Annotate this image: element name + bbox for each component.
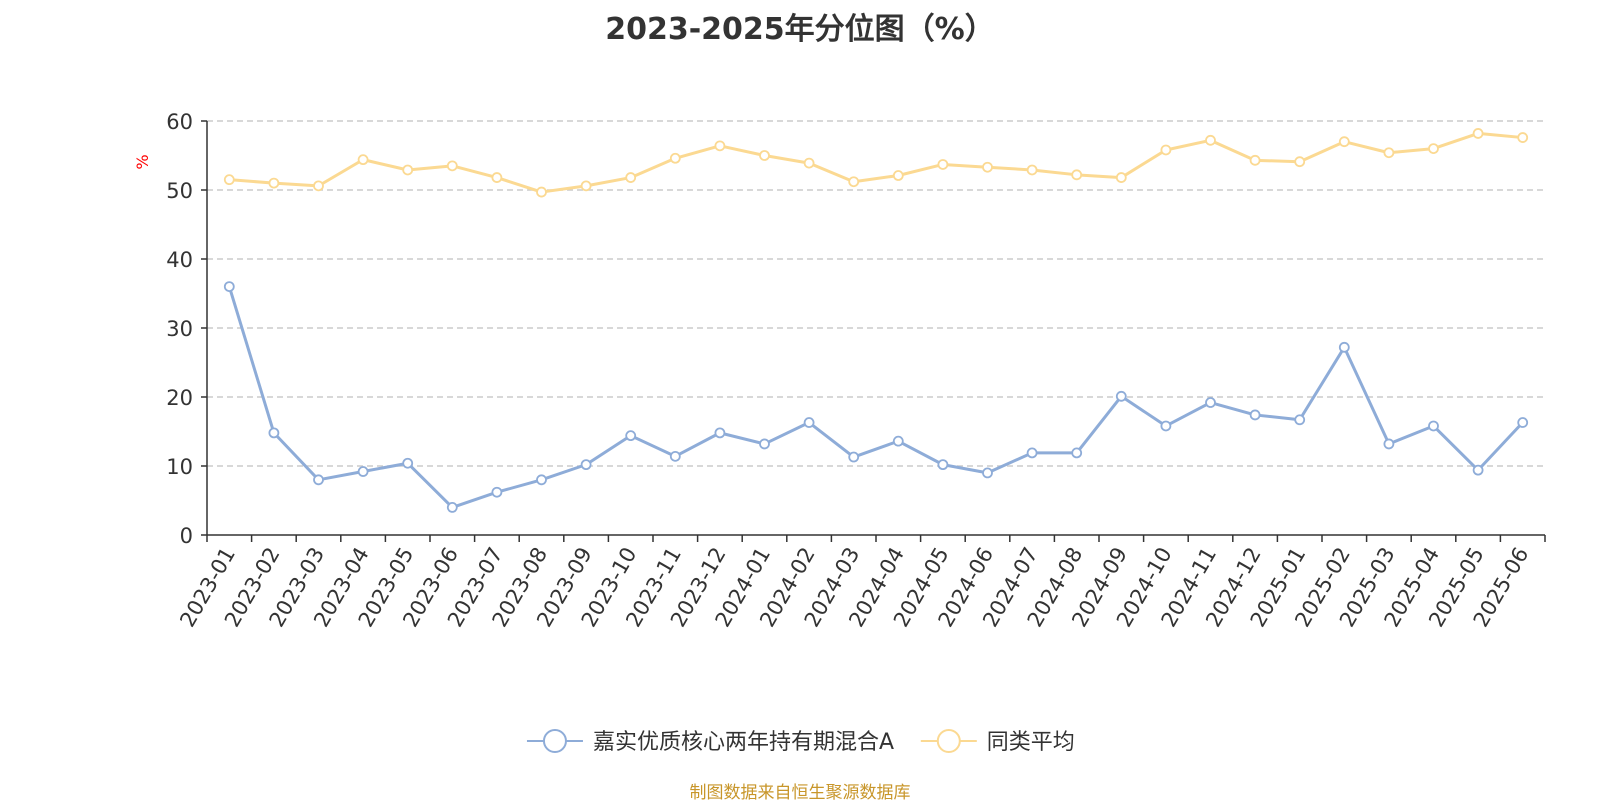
data-point	[1026, 164, 1038, 176]
data-point	[313, 180, 324, 192]
data-point	[1071, 447, 1083, 459]
data-point	[1428, 143, 1439, 155]
legend-label: 同类平均	[987, 730, 1075, 755]
series-2	[223, 128, 1529, 198]
data-point	[1428, 420, 1439, 432]
legend-label: 嘉实优质核心两年持有期混合A	[593, 730, 894, 755]
data-point	[1205, 397, 1216, 408]
data-point	[669, 152, 681, 164]
data-point	[446, 160, 458, 172]
data-point	[1115, 172, 1127, 183]
data-point	[848, 451, 860, 463]
y-tick-label: 10	[166, 455, 193, 479]
series-1	[223, 281, 1529, 513]
y-tick-label: 60	[166, 110, 193, 134]
data-point	[759, 438, 770, 450]
y-axis-label: %	[133, 154, 152, 169]
data-point	[580, 459, 592, 471]
legend-marker-icon	[936, 729, 961, 753]
series-line	[227, 286, 1524, 509]
data-point	[1071, 169, 1083, 181]
y-tick-label: 40	[166, 248, 193, 272]
data-point	[803, 417, 815, 428]
legend-marker-icon	[542, 729, 567, 753]
y-tick-label: 30	[166, 317, 193, 341]
source-note: 制图数据来自恒生聚源数据库	[689, 783, 911, 803]
data-point	[625, 172, 637, 183]
series-layer	[223, 128, 1529, 513]
data-point	[580, 180, 592, 192]
data-point	[402, 457, 414, 469]
series-line	[229, 131, 1523, 194]
y-tick-label: 20	[166, 386, 193, 410]
data-point	[1517, 417, 1529, 428]
data-point	[1338, 136, 1350, 148]
data-point	[223, 281, 235, 293]
data-point	[1160, 144, 1172, 156]
data-point	[357, 466, 369, 477]
data-point	[223, 174, 235, 186]
data-point	[982, 467, 993, 479]
legend-item-2: 同类平均	[920, 729, 1075, 755]
data-point	[1338, 341, 1350, 353]
data-point	[1205, 134, 1216, 146]
data-point	[536, 474, 547, 486]
data-point	[759, 150, 770, 161]
axes: 0102030405060%2023-012023-022023-032023-…	[133, 110, 1546, 631]
data-point	[446, 501, 458, 513]
data-point	[1472, 128, 1484, 139]
data-point	[1294, 156, 1306, 168]
data-point	[1472, 464, 1484, 476]
data-point	[1383, 438, 1395, 450]
data-point	[1026, 447, 1038, 459]
data-point	[357, 154, 369, 166]
y-tick-label: 0	[180, 524, 193, 548]
data-point	[937, 159, 949, 170]
data-point	[268, 427, 280, 439]
data-point	[803, 157, 815, 169]
y-tick-label: 50	[166, 179, 193, 203]
data-point	[714, 140, 726, 152]
data-point	[892, 435, 904, 447]
data-point	[1517, 132, 1529, 143]
data-point	[1249, 409, 1261, 421]
data-point	[1383, 147, 1395, 159]
data-point	[1249, 154, 1261, 166]
data-point	[714, 427, 726, 439]
data-point	[536, 186, 547, 198]
data-point	[625, 430, 637, 442]
legend-item-1: 嘉实优质核心两年持有期混合A	[526, 729, 894, 755]
data-point	[848, 176, 860, 188]
data-point	[313, 474, 324, 486]
data-point	[982, 161, 993, 173]
data-point	[669, 450, 681, 462]
data-point	[402, 164, 414, 176]
data-point	[1115, 390, 1127, 402]
data-point	[268, 177, 280, 189]
data-point	[1160, 420, 1172, 432]
grid-lines	[207, 120, 1545, 467]
legend: 嘉实优质核心两年持有期混合A 同类平均	[526, 729, 1075, 755]
chart-title: 2023-2025年分位图（%）	[605, 12, 995, 47]
data-point	[937, 459, 949, 471]
data-point	[491, 172, 503, 183]
data-point	[1294, 414, 1306, 426]
data-point	[491, 486, 503, 498]
data-point	[892, 170, 904, 181]
